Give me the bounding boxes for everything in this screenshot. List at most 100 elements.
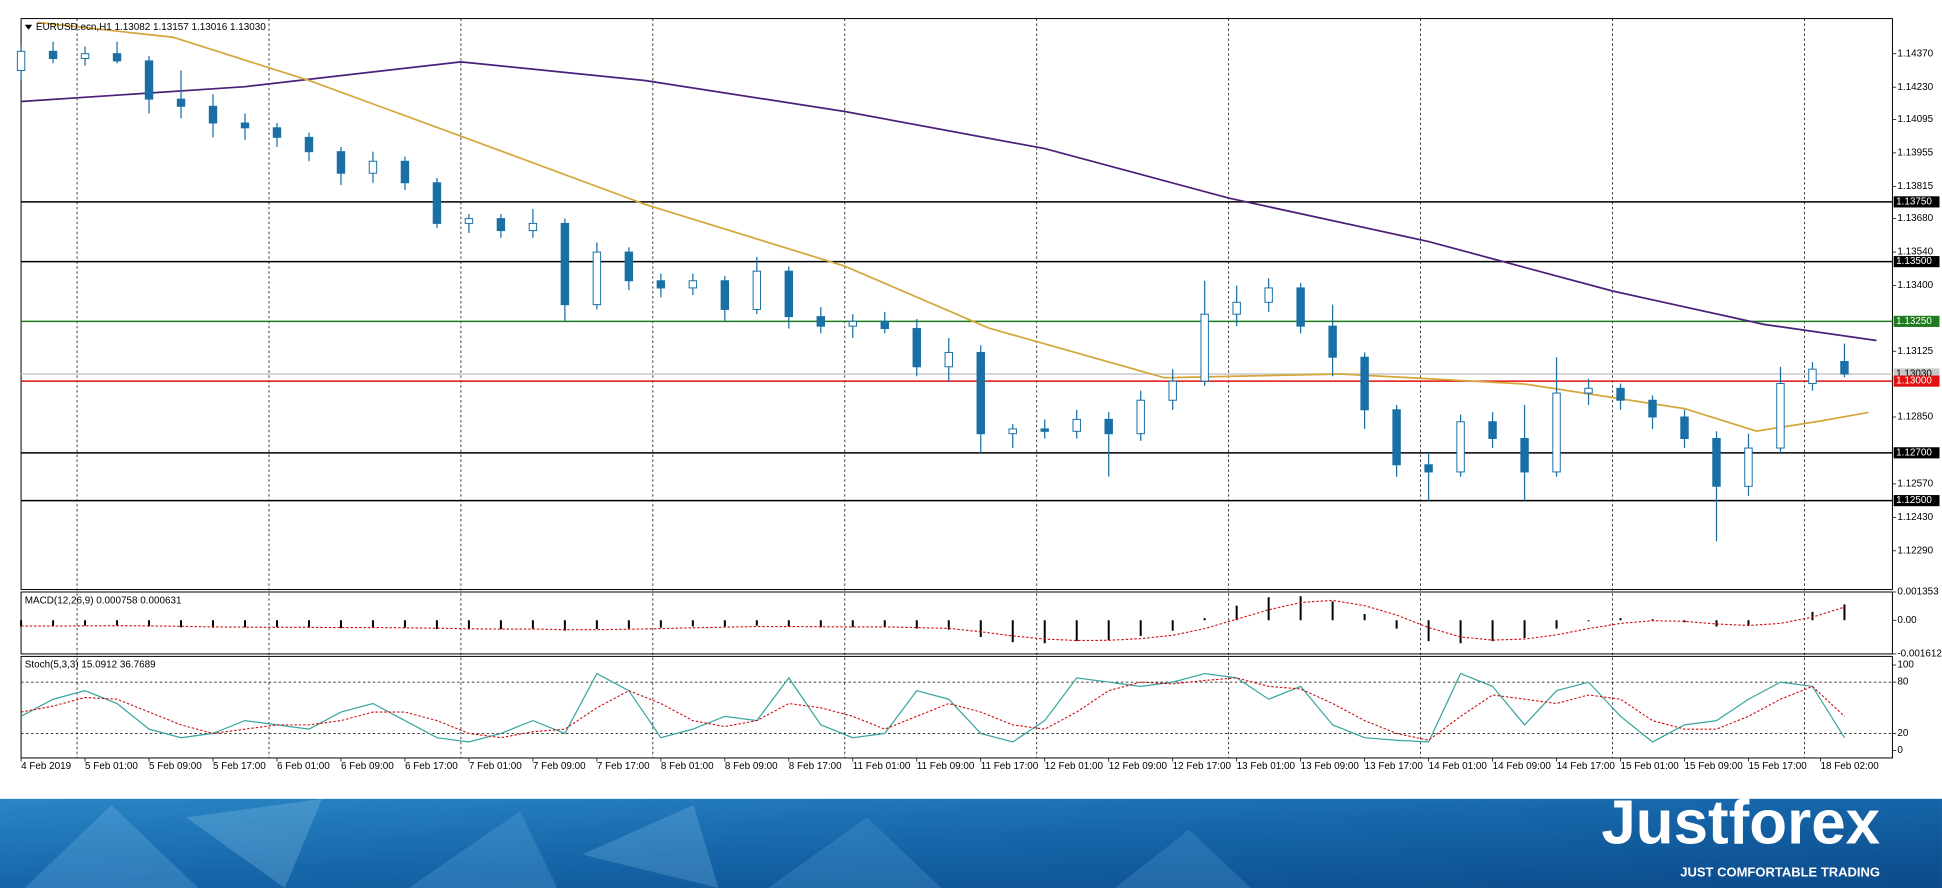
candle-body: [1360, 356, 1369, 411]
candle-body: [1712, 437, 1721, 487]
candle-body: [624, 251, 634, 282]
x-tick-label: 12 Feb 01:00: [1045, 761, 1104, 772]
x-tick-label: 12 Feb 09:00: [1109, 761, 1168, 772]
x-tick-label: 13 Feb 01:00: [1237, 761, 1296, 772]
x-tick-label: 6 Feb 01:00: [277, 761, 330, 772]
candle-body: [528, 222, 538, 232]
level-label: 1.13250: [1896, 316, 1932, 327]
candle-body: [656, 280, 666, 289]
y-tick-label: 0.001353: [1897, 587, 1939, 598]
candle-body: [1296, 287, 1305, 327]
y-tick-label: 1.12290: [1897, 545, 1933, 556]
x-tick-label: 14 Feb 17:00: [1557, 761, 1616, 772]
x-tick-label: 4 Feb 2019: [21, 761, 72, 772]
x-tick-label: 7 Feb 01:00: [469, 761, 522, 772]
level-label: 1.13000: [1896, 376, 1932, 387]
y-tick-label: 20: [1897, 728, 1909, 739]
x-tick-label: 8 Feb 01:00: [661, 761, 714, 772]
candle-body: [1328, 325, 1337, 358]
candle-body: [112, 53, 122, 62]
x-tick-label: 7 Feb 09:00: [533, 761, 586, 772]
level-label: 1.13030: [1896, 369, 1932, 380]
candle-body: [272, 127, 282, 138]
candle-body: [1776, 383, 1785, 449]
candle-body: [1840, 361, 1849, 375]
candle-body: [1104, 418, 1113, 435]
candle-body: [1488, 421, 1497, 439]
candle-body: [368, 160, 378, 174]
x-tick-label: 5 Feb 01:00: [85, 761, 138, 772]
candle-body: [1424, 464, 1433, 473]
candle-body: [80, 53, 90, 59]
candle-body: [848, 320, 858, 327]
macd-signal: [21, 599, 1845, 642]
x-tick-label: 8 Feb 17:00: [789, 761, 842, 772]
y-tick-label: 1.13540: [1897, 247, 1933, 258]
level-label: 1.12500: [1896, 495, 1932, 506]
x-tick-label: 6 Feb 09:00: [341, 761, 394, 772]
candle-body: [592, 251, 602, 306]
x-tick-label: 13 Feb 09:00: [1301, 761, 1360, 772]
moving-average: [21, 60, 1877, 342]
y-tick-label: 1.14370: [1897, 48, 1933, 59]
candle-body: [1072, 418, 1081, 432]
brand-logo: Justforex: [1601, 789, 1880, 858]
candle-body: [208, 105, 218, 124]
level-label: 1.12700: [1896, 447, 1932, 458]
candle-body: [1584, 387, 1593, 394]
candle-body: [1552, 392, 1561, 473]
candle-body: [336, 151, 346, 174]
candle-body: [1264, 287, 1273, 303]
level-label-box: [1893, 495, 1940, 507]
candle-body: [1392, 409, 1401, 466]
candle-body: [16, 50, 26, 71]
moving-average: [36, 21, 1869, 432]
menu-arrow: [24, 24, 33, 30]
x-tick-label: 11 Feb 01:00: [853, 761, 911, 772]
candle-body: [1520, 437, 1529, 473]
y-tick-label: 1.12850: [1897, 412, 1933, 423]
level-label-box: [1893, 256, 1940, 268]
candle-body: [1808, 368, 1817, 385]
level-label-box: [1893, 447, 1940, 459]
x-tick-label: 18 Feb 02:00: [1820, 761, 1879, 772]
x-tick-label: 11 Feb 09:00: [917, 761, 975, 772]
y-tick-label: 1.13815: [1897, 181, 1933, 192]
x-tick-label: 11 Feb 17:00: [981, 761, 1039, 772]
candle-body: [1136, 399, 1145, 435]
candle-body: [720, 280, 730, 310]
candle-body: [1616, 387, 1625, 401]
candle-body: [880, 320, 889, 330]
candle-body: [240, 122, 250, 129]
y-tick-label: 0.00: [1897, 615, 1917, 626]
candle-body: [48, 50, 58, 59]
candle-body: [784, 270, 794, 318]
y-tick-label: 1.14095: [1897, 114, 1933, 125]
x-tick-label: 7 Feb 17:00: [597, 761, 650, 772]
x-tick-label: 15 Feb 09:00: [1685, 761, 1744, 772]
candle-body: [176, 98, 186, 107]
banner: [0, 798, 1942, 888]
level-label-box: [1893, 375, 1940, 387]
candle-body: [560, 222, 570, 306]
level-label: 1.13500: [1896, 256, 1932, 267]
candle-body: [1680, 416, 1689, 439]
y-tick-label: 80: [1897, 677, 1909, 688]
stoch-signal: [20, 677, 1845, 741]
y-tick-label: 1.13400: [1897, 280, 1933, 291]
y-tick-label: 100: [1897, 660, 1914, 671]
candle-body: [496, 218, 506, 232]
x-tick-label: 6 Feb 17:00: [405, 761, 458, 772]
candle-body: [1648, 399, 1657, 418]
candle-body: [144, 60, 154, 100]
panel-title: EURUSD.ecn,H1 1.13082 1.13157 1.13016 1.…: [36, 22, 266, 33]
level-label-box: [1893, 196, 1940, 208]
panel-frame: [20, 18, 1893, 591]
candle-body: [1456, 421, 1465, 473]
panel-title: MACD(12,26,9) 0.000758 0.000631: [25, 595, 182, 606]
candle-body: [1008, 428, 1017, 435]
x-tick-label: 12 Feb 17:00: [1173, 761, 1232, 772]
